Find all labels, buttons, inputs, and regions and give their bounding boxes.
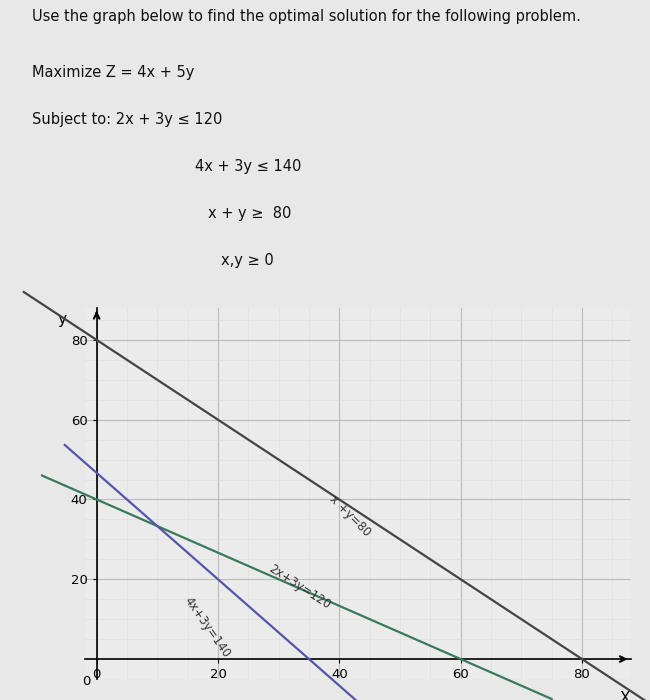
Text: 0: 0	[82, 675, 90, 688]
Text: Maximize Z = 4x + 5y: Maximize Z = 4x + 5y	[32, 64, 195, 80]
Text: Subject to: 2x + 3y ≤ 120: Subject to: 2x + 3y ≤ 120	[32, 112, 223, 127]
Text: y: y	[57, 312, 66, 327]
Text: 4x+3y=140: 4x+3y=140	[181, 594, 233, 660]
Text: x +y=80: x +y=80	[327, 492, 373, 538]
Text: x,y ≥ 0: x,y ≥ 0	[221, 253, 274, 268]
Text: 2x+3y=120: 2x+3y=120	[266, 563, 333, 612]
Text: Use the graph below to find the optimal solution for the following problem.: Use the graph below to find the optimal …	[32, 9, 581, 24]
Text: x + y ≥  80: x + y ≥ 80	[208, 206, 291, 220]
Text: 4x + 3y ≤ 140: 4x + 3y ≤ 140	[195, 159, 302, 174]
Text: X: X	[619, 691, 630, 700]
